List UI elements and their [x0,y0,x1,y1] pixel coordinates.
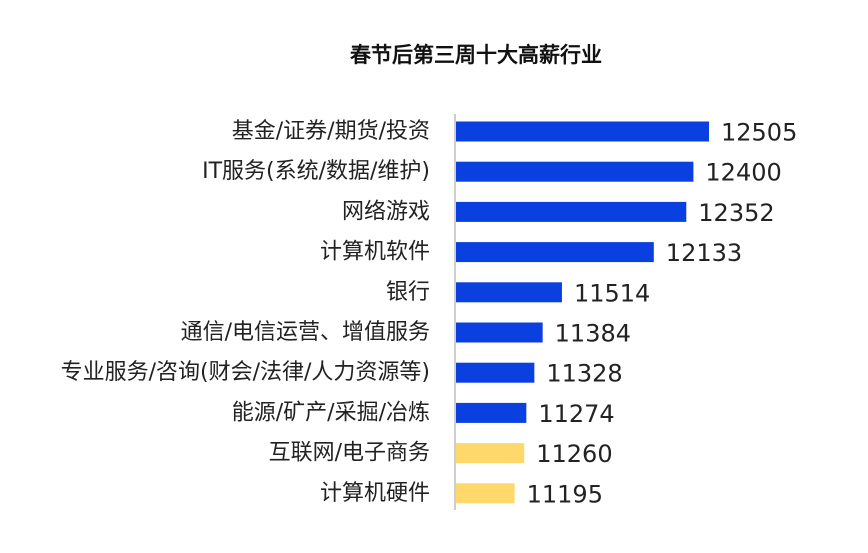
bar [456,322,543,343]
value-label: 12505 [721,119,797,147]
bar [456,242,654,263]
bar [456,402,527,423]
category-label: 计算机硬件 [320,481,430,506]
value-label: 11328 [546,360,622,388]
value-label: 11260 [536,440,612,468]
category-label: 银行 [386,280,430,305]
bar [456,483,515,504]
bar [456,282,562,303]
value-label: 12400 [705,159,781,187]
bar [456,121,709,142]
bar [456,161,694,182]
category-label: 网络游戏 [342,199,430,224]
bars-group: 基金/证券/期货/投资 12505 IT服务(系统/数据/维护) 12400 网络游戏 1… [61,119,798,509]
category-label: 专业服务/咨询(财会/法律/人力资源等) [61,360,430,385]
value-label: 11195 [527,480,603,508]
category-label: 计算机软件 [320,240,430,265]
value-label: 12352 [698,199,774,227]
category-label: 通信/电信运营、增值服务 [181,320,430,345]
value-label: 11384 [555,320,631,348]
category-label: 互联网/电子商务 [269,441,430,466]
value-label: 11274 [538,400,614,428]
bar [456,443,525,464]
value-label: 12133 [666,239,742,267]
value-label: 11514 [574,279,650,307]
category-label: 能源/矿产/采掘/冶炼 [232,400,430,425]
category-label: 基金/证券/期货/投资 [232,119,430,144]
chart-title: 春节后第三周十大高薪行业 [350,43,602,67]
bar [456,362,535,383]
bar [456,201,687,222]
category-label: IT服务(系统/数据/维护) [202,159,430,184]
